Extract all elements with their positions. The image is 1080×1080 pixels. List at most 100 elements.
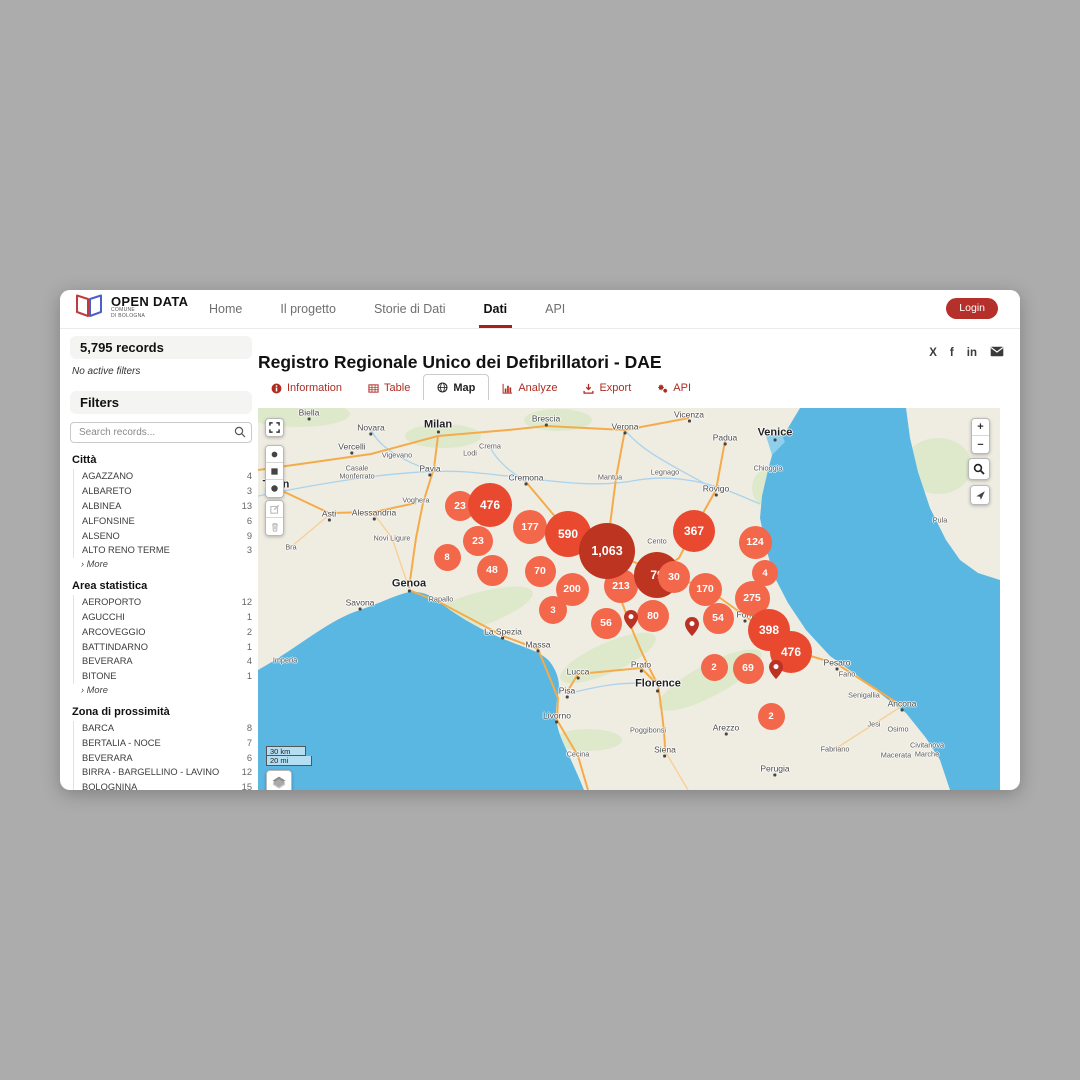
share-mail-icon[interactable] bbox=[990, 346, 1004, 360]
facet-item-count: 6 bbox=[246, 752, 252, 763]
brand-subtitle-2: DI BOLOGNA bbox=[111, 312, 146, 319]
facet-item-count: 4 bbox=[246, 656, 252, 667]
draw-circle-button[interactable] bbox=[266, 480, 283, 497]
facet-item[interactable]: BOLOGNINA 15 bbox=[82, 780, 252, 790]
map-label-bra: Bra bbox=[285, 542, 297, 552]
map-cluster-200[interactable]: 200 bbox=[555, 572, 589, 606]
map-view[interactable]: Biella Novara Milan Brescia Verona Vicenza Pad… bbox=[258, 408, 1000, 790]
open-data-logo[interactable]: OPEN DATA COMUNE DI BOLOGNA bbox=[74, 294, 188, 320]
facet-item[interactable]: BEVERARA 6 bbox=[82, 750, 252, 765]
facet-item[interactable]: BEVERARA 4 bbox=[82, 654, 252, 669]
facet-item[interactable]: BITONE 1 bbox=[82, 669, 252, 684]
map-cluster-2[interactable]: 2 bbox=[757, 702, 785, 730]
tab-map[interactable]: Map bbox=[423, 374, 490, 400]
map-label-livorno: Livorno bbox=[543, 711, 571, 724]
map-label-padua: Padua bbox=[713, 433, 738, 446]
map-cluster-2[interactable]: 2 bbox=[700, 653, 728, 681]
map-label-vigevano: Vigevano bbox=[381, 450, 413, 460]
fullscreen-control bbox=[265, 418, 284, 437]
map-cluster-367[interactable]: 367 bbox=[673, 510, 715, 552]
map-cluster-3[interactable]: 3 bbox=[539, 596, 567, 624]
facet-item[interactable]: ALBARETO 3 bbox=[82, 484, 252, 499]
login-button[interactable]: Login bbox=[946, 298, 998, 319]
tab-label: Information bbox=[287, 382, 343, 394]
facet-item-count: 12 bbox=[241, 767, 252, 778]
facet-item[interactable]: ALFONSINE 6 bbox=[82, 513, 252, 528]
facet-more-link[interactable]: › More bbox=[81, 558, 108, 569]
nav-item-api[interactable]: API bbox=[545, 302, 566, 316]
map-cluster-69[interactable]: 69 bbox=[732, 652, 764, 684]
facet-item[interactable]: AGAZZANO 4 bbox=[82, 469, 252, 484]
tab-api[interactable]: API bbox=[644, 376, 704, 400]
zoom-out-button[interactable]: − bbox=[972, 436, 989, 453]
map-label-fabriano: Fabriano bbox=[820, 744, 850, 754]
search-records-input[interactable] bbox=[70, 422, 252, 443]
map-cluster-48[interactable]: 48 bbox=[476, 554, 508, 586]
map-cluster-80[interactable]: 80 bbox=[637, 600, 669, 632]
facet-list: Città AGAZZANO 4 ALBARETO 3 ALBINEA 13 ALFONSIN… bbox=[70, 454, 252, 790]
tab-label: Analyze bbox=[518, 382, 558, 394]
map-marker-pin[interactable] bbox=[624, 610, 638, 629]
share-x-icon[interactable]: X bbox=[929, 347, 937, 359]
draw-rectangle-button[interactable] bbox=[266, 463, 283, 480]
tab-information[interactable]: Information bbox=[258, 376, 355, 400]
map-label-vercelli: Vercelli bbox=[338, 442, 365, 455]
share-linkedin-icon[interactable]: in bbox=[966, 347, 977, 359]
tab-table[interactable]: Table bbox=[355, 376, 423, 400]
map-cluster-177[interactable]: 177 bbox=[513, 510, 547, 544]
map-cluster-1063[interactable]: 1,063 bbox=[579, 523, 635, 579]
map-search-button[interactable] bbox=[969, 459, 989, 479]
search-icon bbox=[234, 426, 246, 438]
map-cluster-30[interactable]: 30 bbox=[658, 561, 690, 593]
tab-export[interactable]: Export bbox=[570, 376, 644, 400]
facet-item[interactable]: BARCA 8 bbox=[82, 721, 252, 736]
map-cluster-476[interactable]: 476 bbox=[468, 483, 512, 527]
map-label-chioggia: Chioggia bbox=[753, 463, 783, 473]
facet-item-count: 6 bbox=[246, 515, 252, 526]
filters-title: Filters bbox=[70, 391, 252, 414]
zoom-in-button[interactable]: + bbox=[972, 419, 989, 436]
nav-item-storie-di-dati[interactable]: Storie di Dati bbox=[373, 302, 446, 316]
facet-item[interactable]: AGUCCHI 1 bbox=[82, 610, 252, 625]
facet-more-link[interactable]: › More bbox=[81, 684, 108, 695]
map-marker-pin[interactable] bbox=[769, 660, 783, 679]
facet-item[interactable]: ALTO RENO TERME 3 bbox=[82, 543, 252, 558]
facet-item[interactable]: ALBINEA 13 bbox=[82, 499, 252, 514]
facet-item[interactable]: BATTINDARNO 1 bbox=[82, 639, 252, 654]
nav-item-home[interactable]: Home bbox=[209, 302, 243, 316]
facet-item-label: ARCOVEGGIO bbox=[82, 626, 146, 637]
map-search-icon bbox=[973, 463, 985, 475]
nav-item-il-progetto[interactable]: Il progetto bbox=[280, 302, 336, 316]
facet-item-label: BATTINDARNO bbox=[82, 641, 148, 652]
map-cluster-70[interactable]: 70 bbox=[524, 555, 556, 587]
map-cluster-124[interactable]: 124 bbox=[738, 525, 772, 559]
map-cluster-23[interactable]: 23 bbox=[463, 526, 493, 556]
map-cluster-56[interactable]: 56 bbox=[590, 607, 622, 639]
facet-item[interactable]: ALSENO 9 bbox=[82, 528, 252, 543]
fullscreen-button[interactable] bbox=[266, 419, 283, 436]
facet-item[interactable]: BIRRA - BARGELLINO - LAVINO 12 bbox=[82, 765, 252, 780]
map-label-rovigo: Rovigo bbox=[703, 484, 729, 497]
nav-item-dati[interactable]: Dati bbox=[465, 290, 527, 328]
tab-analyze[interactable]: Analyze bbox=[489, 376, 570, 400]
facet-item-count: 4 bbox=[246, 471, 252, 482]
map-cluster-170[interactable]: 170 bbox=[688, 572, 722, 606]
edit-layers-button[interactable] bbox=[266, 501, 283, 518]
map-cluster-54[interactable]: 54 bbox=[702, 602, 734, 634]
map-marker-pin[interactable] bbox=[685, 617, 699, 636]
map-label-voghera: Voghera bbox=[402, 495, 430, 505]
map-cluster-8[interactable]: 8 bbox=[433, 543, 461, 571]
facet-group-title-zona-di-prossimit: Zona di prossimità bbox=[72, 705, 170, 718]
map-label-senigallia: Senigallia bbox=[848, 690, 880, 700]
facet-item[interactable]: ARCOVEGGIO 2 bbox=[82, 624, 252, 639]
layers-button[interactable] bbox=[267, 771, 291, 790]
map-label-macerata: Macerata bbox=[880, 750, 912, 760]
map-label-jesi: Jesi bbox=[867, 719, 881, 729]
locate-button[interactable] bbox=[971, 486, 989, 504]
facet-item[interactable]: BERTALIA - NOCE 7 bbox=[82, 735, 252, 750]
draw-circlemarker-button[interactable] bbox=[266, 446, 283, 463]
facet-item[interactable]: AEROPORTO 12 bbox=[82, 595, 252, 610]
share-facebook-icon[interactable]: f bbox=[949, 347, 954, 359]
facet-item-count: 15 bbox=[241, 782, 252, 790]
delete-layers-button[interactable] bbox=[266, 518, 283, 535]
